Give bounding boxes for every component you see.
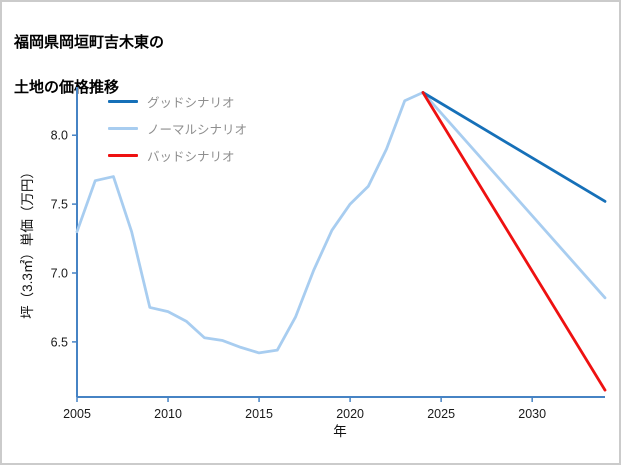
legend-item: バッドシナリオ	[108, 146, 247, 164]
series-bad-scenario	[421, 91, 607, 392]
chart-title: 福岡県岡垣町吉木東の 土地の価格推移	[14, 9, 164, 122]
legend-line-swatch	[108, 126, 138, 130]
series-normal-scenario	[75, 91, 607, 355]
legend-label: グッドシナリオ	[147, 95, 235, 110]
y-axis-label: 坪（3.3㎡）単価（万円）	[20, 165, 35, 319]
chart-legend: グッドシナリオ ノーマルシナリオ バッドシナリオ	[108, 92, 247, 164]
x-tick-label: 2030	[518, 407, 546, 421]
x-tick-label: 2025	[427, 407, 455, 421]
x-axis-label: 年	[333, 424, 347, 439]
chart-title-line2: 土地の価格推移	[14, 78, 120, 96]
legend-item: ノーマルシナリオ	[108, 119, 247, 137]
legend-line-swatch	[108, 99, 138, 103]
series-good-scenario	[421, 91, 607, 203]
x-tick-label: 2020	[336, 407, 364, 421]
x-tick-label: 2015	[245, 407, 273, 421]
legend-line-swatch	[108, 153, 138, 157]
chart-title-line1: 福岡県岡垣町吉木東の	[14, 33, 165, 51]
y-tick-label: 8.0	[51, 129, 68, 143]
legend-label: バッドシナリオ	[147, 149, 235, 164]
y-tick-label: 7.5	[51, 198, 68, 212]
legend-label: ノーマルシナリオ	[147, 122, 248, 137]
x-tick-label: 2010	[154, 407, 182, 421]
x-tick-label: 2005	[63, 407, 91, 421]
y-tick-label: 6.5	[51, 335, 68, 349]
y-tick-label: 7.0	[51, 267, 68, 281]
legend-item: グッドシナリオ	[108, 92, 247, 110]
